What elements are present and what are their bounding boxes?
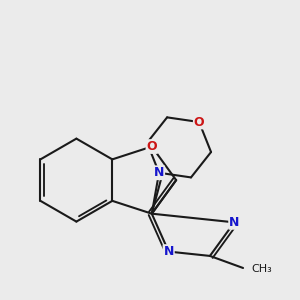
Text: O: O (194, 116, 204, 128)
Text: O: O (146, 140, 157, 153)
Text: N: N (229, 216, 239, 229)
Text: N: N (164, 245, 174, 258)
Text: CH₃: CH₃ (251, 264, 272, 274)
Text: N: N (154, 166, 164, 179)
